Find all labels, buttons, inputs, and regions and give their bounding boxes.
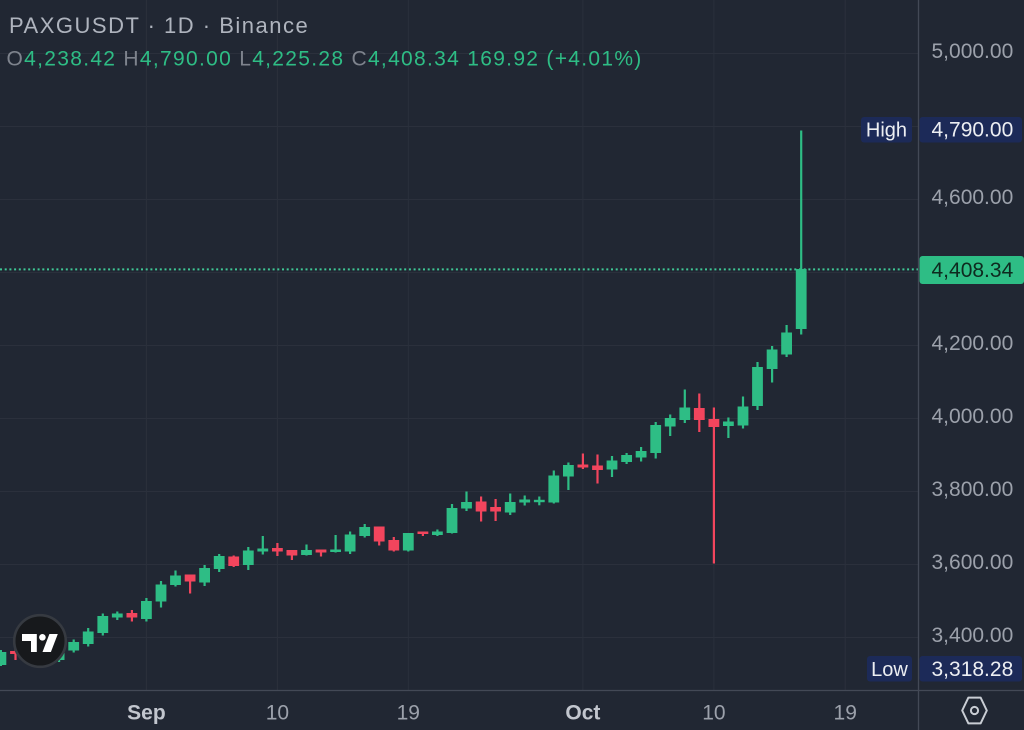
svg-text:10: 10 bbox=[266, 702, 289, 725]
svg-text:PAXGUSDT · 1D · Binance: PAXGUSDT · 1D · Binance bbox=[9, 13, 309, 38]
svg-text:O4,238.42 H4,790.00 L4,225.28: O4,238.42 H4,790.00 L4,225.28 C4,408.34 … bbox=[7, 47, 643, 70]
svg-text:3,400.00: 3,400.00 bbox=[932, 624, 1014, 647]
svg-text:4,790.00: 4,790.00 bbox=[932, 119, 1014, 142]
svg-text:4,000.00: 4,000.00 bbox=[932, 405, 1014, 428]
svg-text:Low: Low bbox=[871, 659, 908, 681]
svg-text:3,800.00: 3,800.00 bbox=[932, 478, 1014, 501]
svg-text:19: 19 bbox=[834, 702, 857, 725]
svg-text:3,318.28: 3,318.28 bbox=[932, 658, 1014, 681]
svg-text:10: 10 bbox=[702, 702, 725, 725]
svg-text:4,600.00: 4,600.00 bbox=[932, 186, 1014, 209]
svg-text:Sep: Sep bbox=[127, 702, 166, 725]
svg-text:19: 19 bbox=[397, 702, 420, 725]
svg-text:3,600.00: 3,600.00 bbox=[932, 551, 1014, 574]
svg-text:5,000.00: 5,000.00 bbox=[932, 40, 1014, 63]
svg-text:4,200.00: 4,200.00 bbox=[932, 332, 1014, 355]
svg-text:High: High bbox=[866, 120, 907, 142]
svg-text:Oct: Oct bbox=[565, 702, 600, 725]
svg-text:4,408.34: 4,408.34 bbox=[932, 259, 1014, 282]
